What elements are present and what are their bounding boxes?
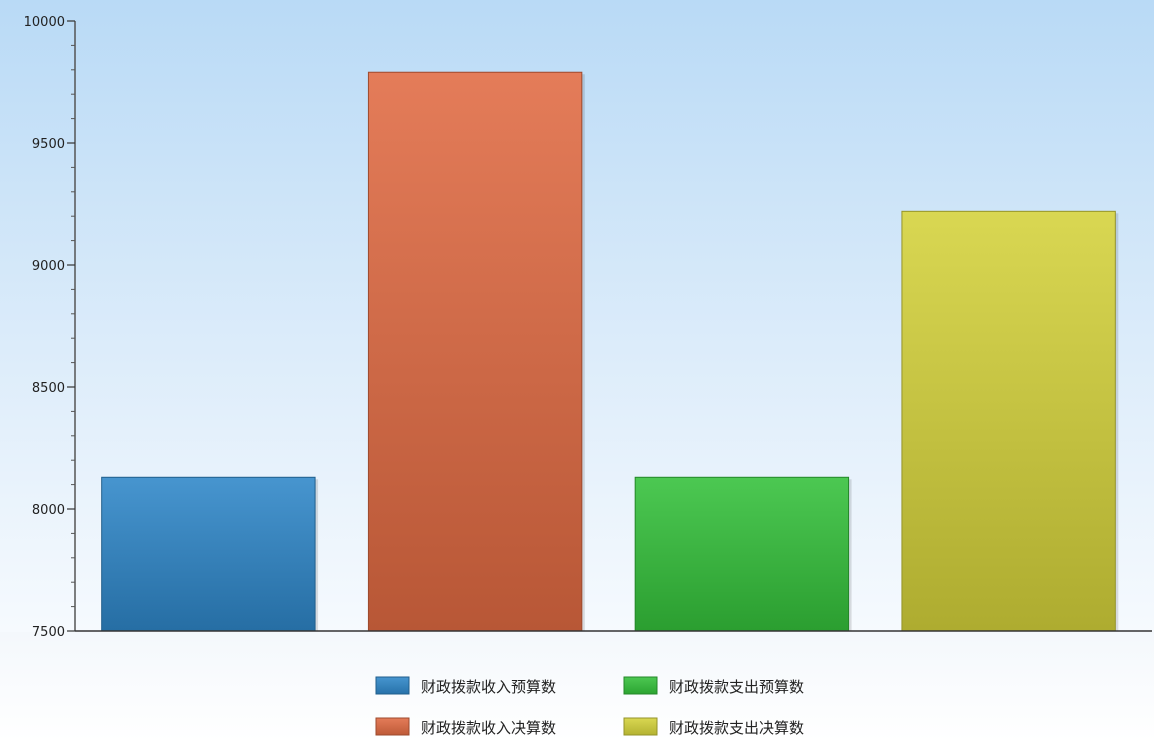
y-tick-label: 8500 xyxy=(32,381,65,396)
bars-group xyxy=(101,71,1119,632)
legend-label: 财政拨款收入决算数 xyxy=(421,719,556,737)
bar-1[interactable] xyxy=(101,476,316,632)
legend-background xyxy=(0,632,1154,742)
y-tick-label: 9500 xyxy=(32,137,65,152)
legend-swatch xyxy=(375,717,410,736)
legend-label: 财政拨款支出预算数 xyxy=(669,678,804,696)
y-tick-label: 10000 xyxy=(24,15,65,30)
y-tick-label: 7500 xyxy=(32,625,65,640)
legend-label: 财政拨款支出决算数 xyxy=(669,719,804,737)
bar-3[interactable] xyxy=(634,476,850,632)
legend-swatch xyxy=(623,717,658,736)
axes-group: 7500 8000 8500 9000 9500 10000 xyxy=(24,15,1152,640)
legend-swatch xyxy=(623,676,658,695)
y-tick-label: 9000 xyxy=(32,259,65,274)
y-tick-label: 8000 xyxy=(32,503,65,518)
bar-2[interactable] xyxy=(367,71,583,632)
bar-4[interactable] xyxy=(901,210,1116,632)
legend-swatch xyxy=(375,676,410,695)
legend-label: 财政拨款收入预算数 xyxy=(421,678,556,696)
